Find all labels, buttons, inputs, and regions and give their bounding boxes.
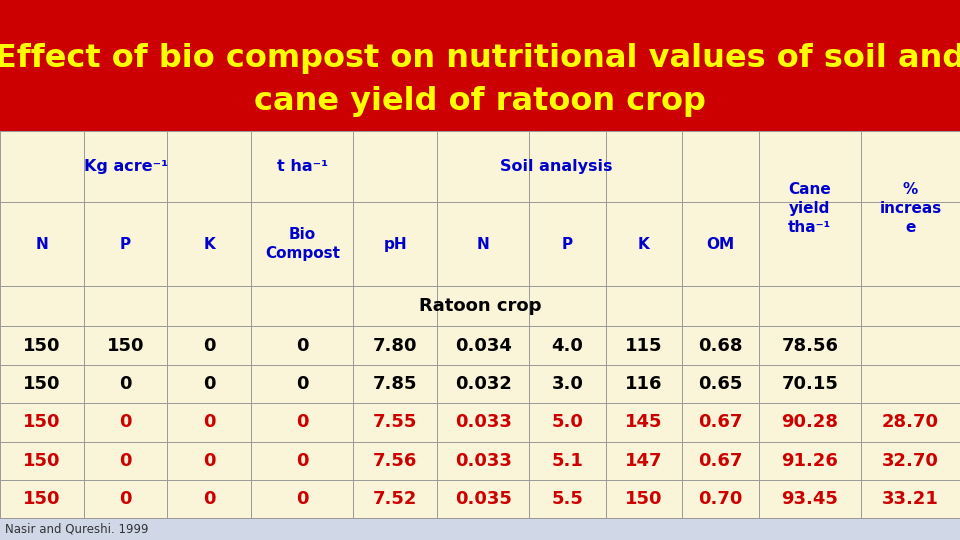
Bar xyxy=(0,0,960,131)
Text: N: N xyxy=(36,237,48,252)
Text: 7.55: 7.55 xyxy=(373,414,418,431)
Text: t ha⁻¹: t ha⁻¹ xyxy=(276,159,328,174)
Text: Effect of bio compost on nutritional values of soil and: Effect of bio compost on nutritional val… xyxy=(0,43,960,75)
Text: 3.0: 3.0 xyxy=(551,375,584,393)
Text: 0: 0 xyxy=(296,336,308,355)
Text: 145: 145 xyxy=(625,414,662,431)
Text: OM: OM xyxy=(707,237,734,252)
Text: cane yield of ratoon crop: cane yield of ratoon crop xyxy=(254,86,706,117)
Text: 0.68: 0.68 xyxy=(698,336,743,355)
Text: 5.5: 5.5 xyxy=(551,490,584,508)
Text: 0: 0 xyxy=(119,452,132,470)
Text: 91.26: 91.26 xyxy=(781,452,838,470)
Text: 0.035: 0.035 xyxy=(455,490,512,508)
Text: pH: pH xyxy=(383,237,407,252)
Text: K: K xyxy=(204,237,215,252)
Text: 7.56: 7.56 xyxy=(373,452,418,470)
Text: 0.70: 0.70 xyxy=(698,490,743,508)
Text: P: P xyxy=(562,237,573,252)
Bar xyxy=(0,131,960,518)
Text: Cane
yield
tha⁻¹: Cane yield tha⁻¹ xyxy=(788,181,831,235)
Text: 7.85: 7.85 xyxy=(373,375,418,393)
Text: 7.52: 7.52 xyxy=(373,490,418,508)
Text: %
increas
e: % increas e xyxy=(879,181,942,235)
Text: 150: 150 xyxy=(625,490,662,508)
Text: 78.56: 78.56 xyxy=(781,336,838,355)
Text: 150: 150 xyxy=(107,336,144,355)
Text: 0: 0 xyxy=(204,375,216,393)
Text: Soil analysis: Soil analysis xyxy=(500,159,612,174)
Text: 147: 147 xyxy=(625,452,662,470)
Text: 150: 150 xyxy=(23,375,60,393)
Text: 0: 0 xyxy=(204,452,216,470)
Text: 32.70: 32.70 xyxy=(882,452,939,470)
Text: 5.1: 5.1 xyxy=(551,452,584,470)
Text: 28.70: 28.70 xyxy=(882,414,939,431)
Text: 0.67: 0.67 xyxy=(698,414,743,431)
Text: 7.80: 7.80 xyxy=(373,336,418,355)
Text: 93.45: 93.45 xyxy=(781,490,838,508)
Text: 0: 0 xyxy=(204,414,216,431)
Text: 0: 0 xyxy=(204,336,216,355)
Text: 70.15: 70.15 xyxy=(781,375,838,393)
Text: Bio
Compost: Bio Compost xyxy=(265,227,340,261)
Text: 90.28: 90.28 xyxy=(781,414,838,431)
Text: 5.0: 5.0 xyxy=(551,414,584,431)
Text: 0: 0 xyxy=(296,375,308,393)
Text: K: K xyxy=(638,237,650,252)
Text: 150: 150 xyxy=(23,490,60,508)
Text: 115: 115 xyxy=(625,336,662,355)
Text: 0: 0 xyxy=(119,375,132,393)
Text: 0.033: 0.033 xyxy=(455,452,512,470)
Text: 33.21: 33.21 xyxy=(882,490,939,508)
Text: 150: 150 xyxy=(23,452,60,470)
Text: N: N xyxy=(477,237,490,252)
Text: 0.032: 0.032 xyxy=(455,375,512,393)
Text: 0.65: 0.65 xyxy=(698,375,743,393)
Text: Kg acre⁻¹: Kg acre⁻¹ xyxy=(84,159,168,174)
Text: 0: 0 xyxy=(119,490,132,508)
Text: 150: 150 xyxy=(23,414,60,431)
Text: Ratoon crop: Ratoon crop xyxy=(419,297,541,315)
Text: 116: 116 xyxy=(625,375,662,393)
Text: 0: 0 xyxy=(119,414,132,431)
Bar xyxy=(0,518,960,540)
Text: P: P xyxy=(120,237,132,252)
Text: Nasir and Qureshi. 1999: Nasir and Qureshi. 1999 xyxy=(5,523,148,536)
Text: 0.034: 0.034 xyxy=(455,336,512,355)
Text: 0.033: 0.033 xyxy=(455,414,512,431)
Text: 0: 0 xyxy=(296,490,308,508)
Text: 4.0: 4.0 xyxy=(551,336,584,355)
Text: 0: 0 xyxy=(296,414,308,431)
Text: 0.67: 0.67 xyxy=(698,452,743,470)
Text: 0: 0 xyxy=(296,452,308,470)
Text: 0: 0 xyxy=(204,490,216,508)
Text: 150: 150 xyxy=(23,336,60,355)
